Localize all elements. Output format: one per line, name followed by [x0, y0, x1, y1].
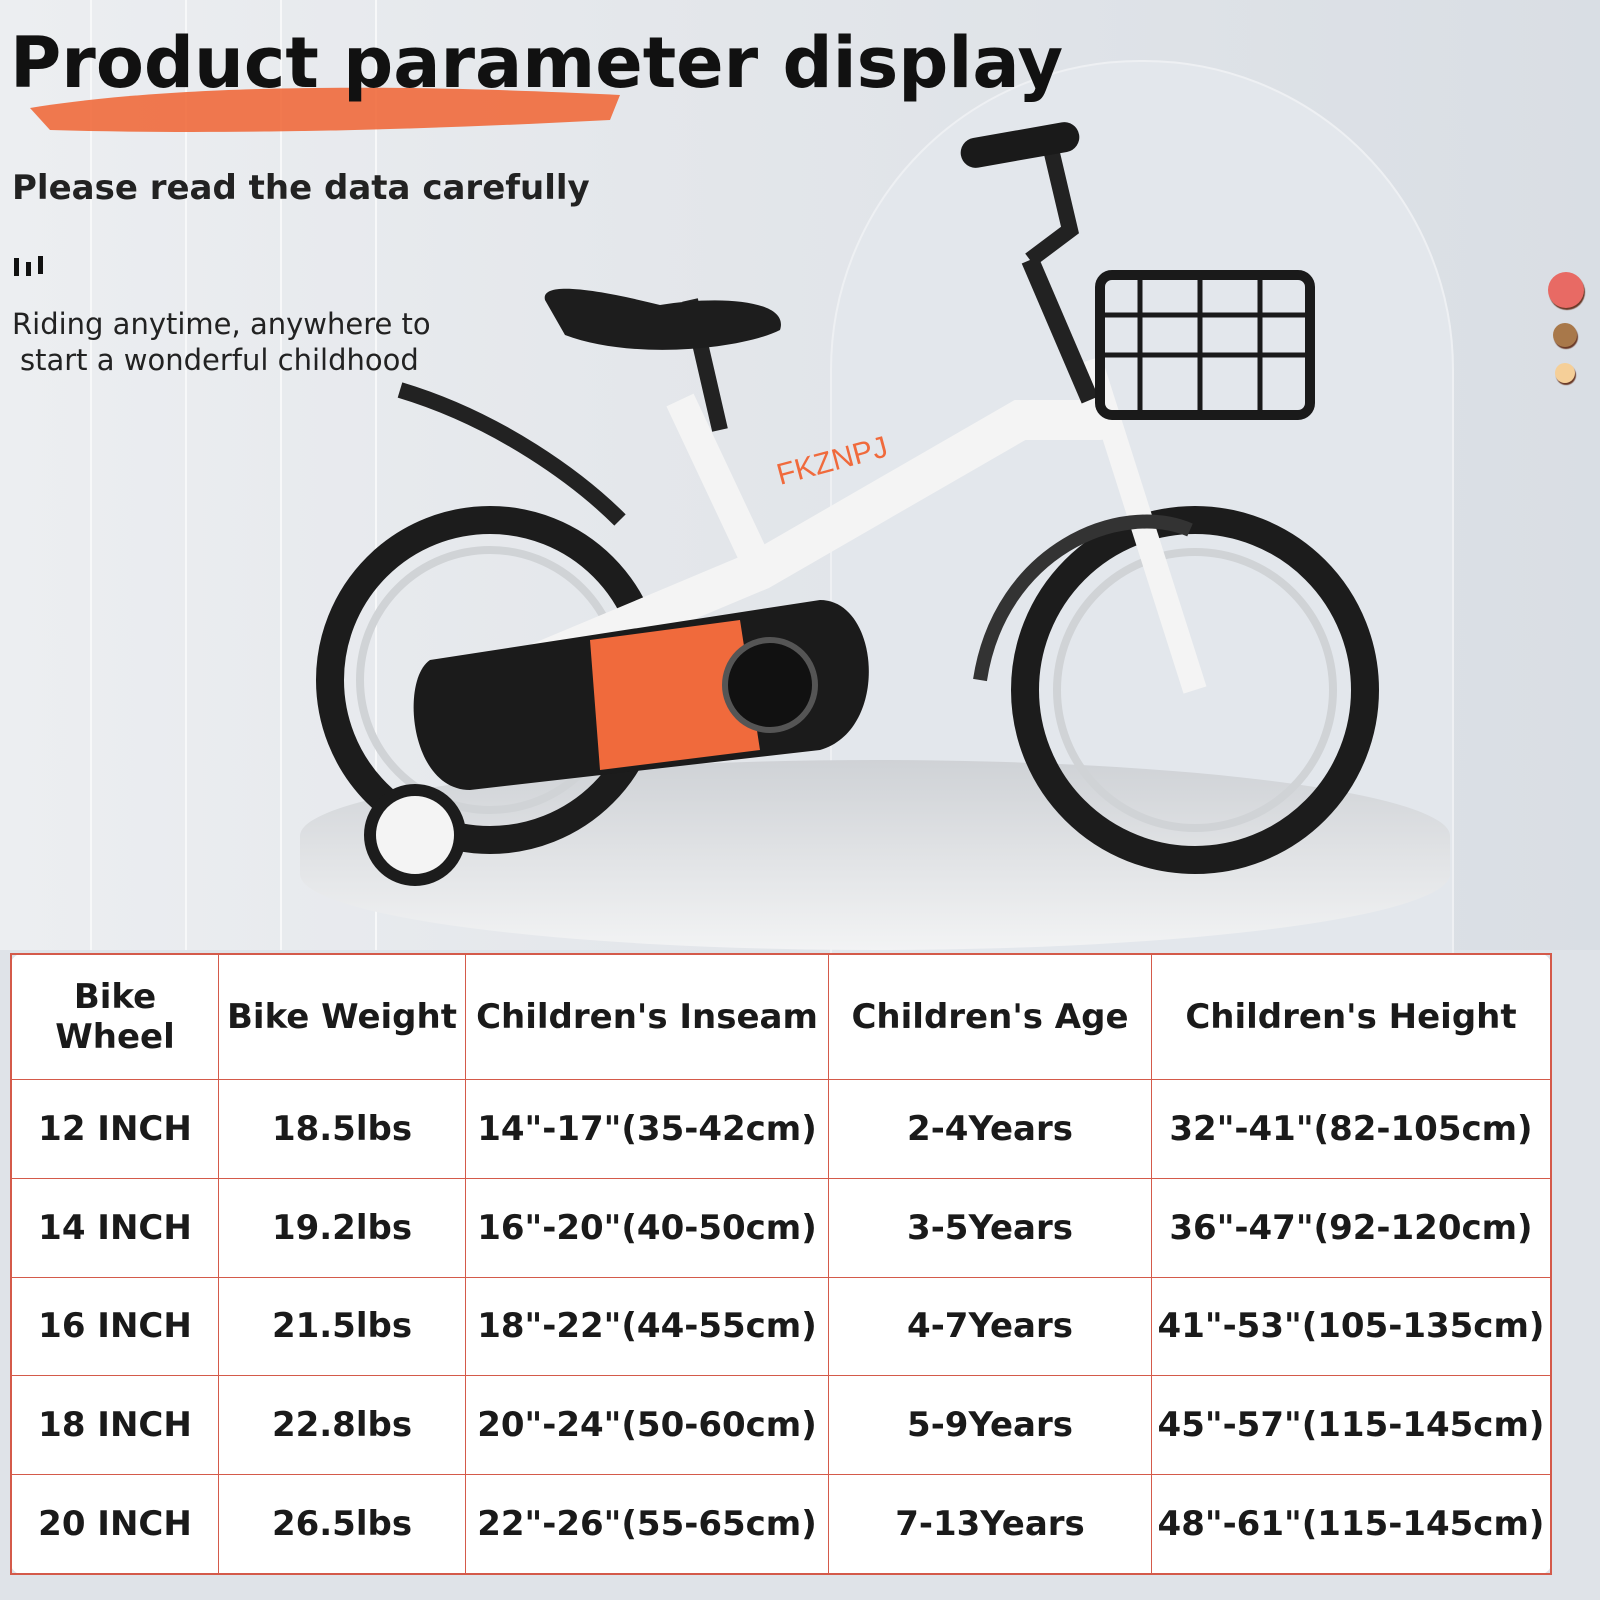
bike-image: FKZNPJ [316, 122, 1379, 886]
cell-wheel: 20 INCH [10, 1474, 219, 1575]
wall-stripe [185, 0, 187, 950]
cell-age: 4-7Years [828, 1276, 1152, 1377]
cell-inseam: 14"-17"(35-42cm) [465, 1079, 829, 1179]
cell-age: 2-4Years [828, 1079, 1152, 1179]
header-inseam: Children's Inseam [465, 953, 829, 1080]
subtitle: Please read the data carefully [12, 168, 590, 208]
table-row: 16 INCH 21.5lbs 18"-22"(44-55cm) 4-7Year… [10, 1276, 1552, 1377]
bars-icon [14, 256, 43, 276]
wall-stripe [90, 0, 92, 950]
header-bike-wheel: Bike Wheel [10, 953, 219, 1080]
cell-inseam: 18"-22"(44-55cm) [465, 1276, 829, 1377]
cell-height: 45"-57"(115-145cm) [1151, 1375, 1552, 1476]
table-row: 20 INCH 26.5lbs 22"-26"(55-65cm) 7-13Yea… [10, 1474, 1552, 1575]
cell-wheel: 18 INCH [10, 1375, 219, 1476]
cell-wheel: 14 INCH [10, 1177, 219, 1278]
tagline-line-1: Riding anytime, anywhere to [12, 307, 431, 341]
size-chart-table: Bike Wheel Bike Weight Children's Inseam… [10, 953, 1552, 1575]
cell-age: 7-13Years [828, 1474, 1152, 1575]
header-bike-weight: Bike Weight [218, 953, 466, 1080]
cell-weight: 19.2lbs [218, 1177, 466, 1278]
cell-age: 3-5Years [828, 1177, 1152, 1278]
color-swatch-cream[interactable] [1555, 363, 1575, 383]
table-row: 12 INCH 18.5lbs 14"-17"(35-42cm) 2-4Year… [10, 1079, 1552, 1179]
cell-age: 5-9Years [828, 1375, 1152, 1476]
cell-weight: 21.5lbs [218, 1276, 466, 1377]
color-swatch-brown[interactable] [1553, 323, 1577, 347]
orange-brush-stroke [30, 87, 620, 132]
cell-wheel: 16 INCH [10, 1276, 219, 1377]
tagline: Riding anytime, anywhere to start a wond… [12, 306, 431, 378]
cell-height: 32"-41"(82-105cm) [1151, 1079, 1552, 1179]
cell-weight: 22.8lbs [218, 1375, 466, 1476]
table-header-row: Bike Wheel Bike Weight Children's Inseam… [10, 953, 1552, 1080]
table-row: 18 INCH 22.8lbs 20"-24"(50-60cm) 5-9Year… [10, 1375, 1552, 1476]
page-title: Product parameter display [10, 22, 1064, 104]
cell-inseam: 22"-26"(55-65cm) [465, 1474, 829, 1575]
cell-inseam: 20"-24"(50-60cm) [465, 1375, 829, 1476]
cell-weight: 18.5lbs [218, 1079, 466, 1179]
header-age: Children's Age [828, 953, 1152, 1080]
cell-inseam: 16"-20"(40-50cm) [465, 1177, 829, 1278]
cell-height: 41"-53"(105-135cm) [1151, 1276, 1552, 1377]
wall-stripe [280, 0, 282, 950]
cell-height: 36"-47"(92-120cm) [1151, 1177, 1552, 1278]
color-swatch-red[interactable] [1548, 272, 1584, 308]
cell-weight: 26.5lbs [218, 1474, 466, 1575]
cell-height: 48"-61"(115-145cm) [1151, 1474, 1552, 1575]
table-row: 14 INCH 19.2lbs 16"-20"(40-50cm) 3-5Year… [10, 1177, 1552, 1278]
wall-stripe [375, 0, 377, 950]
cell-wheel: 12 INCH [10, 1079, 219, 1179]
tagline-line-2: start a wonderful childhood [20, 343, 419, 377]
header-height: Children's Height [1151, 953, 1552, 1080]
